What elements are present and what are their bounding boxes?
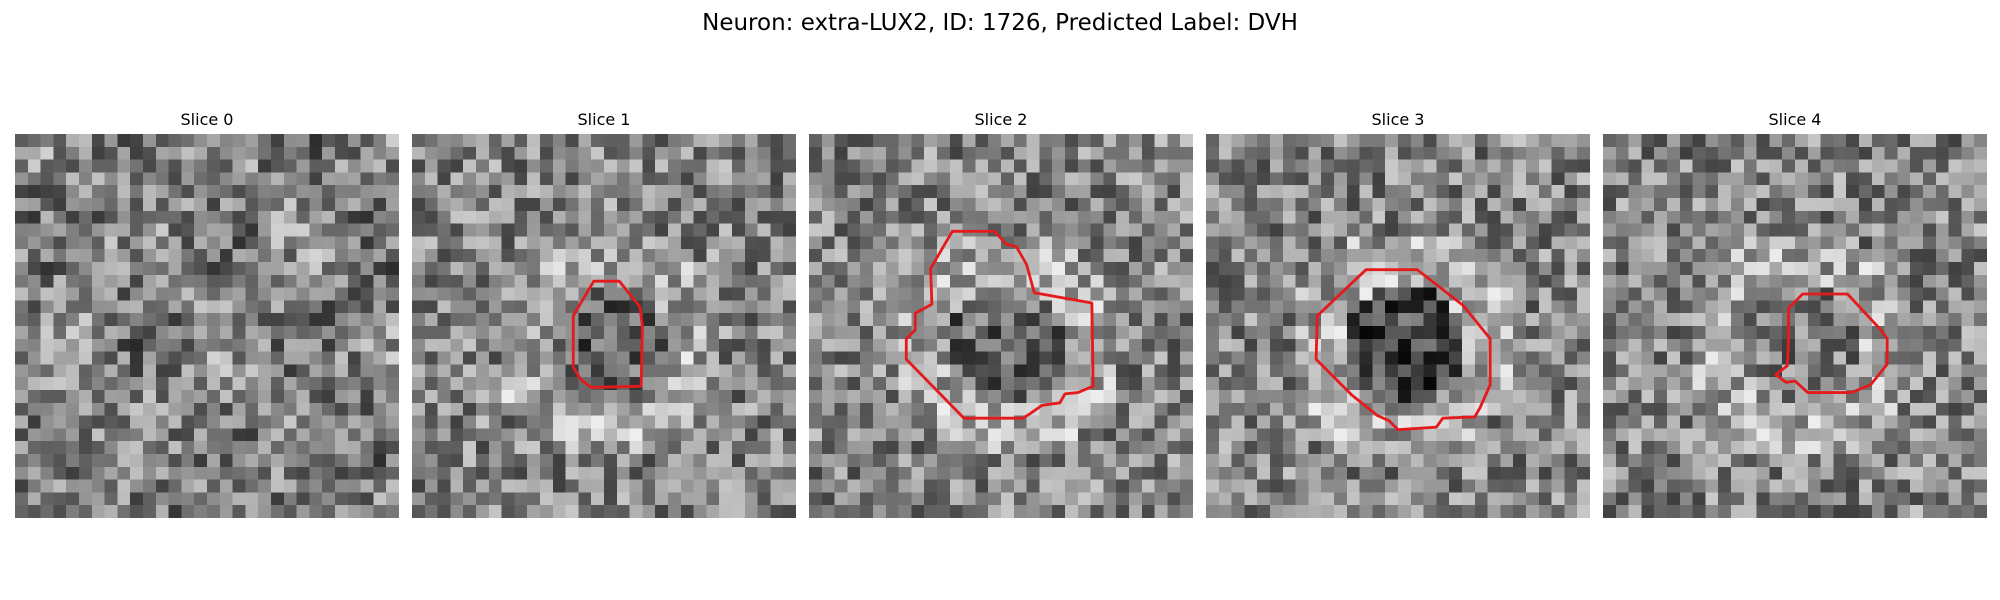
slice-panel-2: Slice 2: [809, 110, 1193, 518]
cell-contour: [1314, 268, 1492, 432]
slice-title: Slice 0: [180, 110, 234, 129]
cell-contour: [571, 279, 644, 389]
slice-panel-1: Slice 1: [412, 110, 796, 518]
slice-title: Slice 1: [577, 110, 631, 129]
slice-panel-3: Slice 3: [1206, 110, 1590, 518]
slice-image: [15, 134, 399, 518]
slice-image: [1206, 134, 1590, 518]
slice-title: Slice 4: [1768, 110, 1822, 129]
slice-title: Slice 2: [974, 110, 1028, 129]
figure-title: Neuron: extra-LUX2, ID: 1726, Predicted …: [702, 10, 1298, 36]
slice-image: [412, 134, 796, 518]
slice-image: [1603, 134, 1987, 518]
slice-panel-0: Slice 0: [15, 110, 399, 518]
slice-title: Slice 3: [1371, 110, 1425, 129]
cell-contour: [1774, 292, 1889, 394]
slice-image: [809, 134, 1193, 518]
slice-panel-4: Slice 4: [1603, 110, 1987, 518]
cell-contour: [904, 229, 1095, 420]
